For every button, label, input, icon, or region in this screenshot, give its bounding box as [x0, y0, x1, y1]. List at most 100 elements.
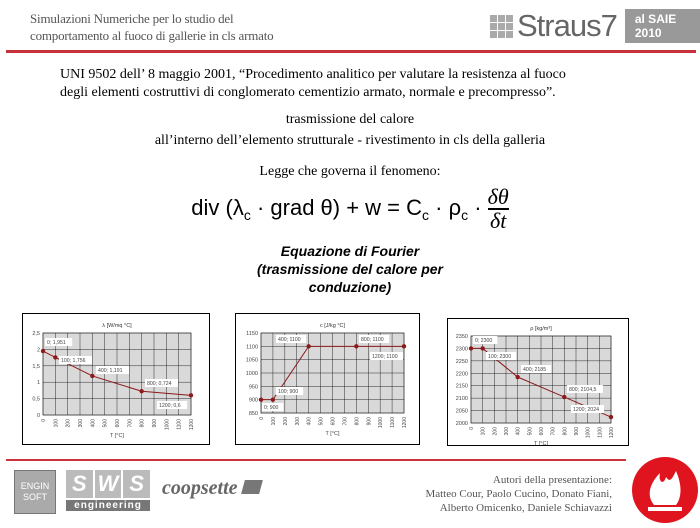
y-tick-label: 2100 — [456, 396, 468, 402]
x-tick-label: 200 — [66, 419, 72, 428]
x-tick-label: 400 — [516, 427, 522, 436]
data-label: 400; 1100 — [278, 337, 301, 343]
derivative-fraction: δθ δt — [487, 186, 509, 233]
authors-line: Autori della presentazione: — [492, 474, 612, 486]
data-label: 1200; 0,6 — [159, 403, 181, 409]
logo-letter: W — [94, 470, 122, 498]
y-tick-label: 1 — [37, 380, 40, 386]
logo-text: coopsette — [162, 477, 238, 499]
x-tick-label: 500 — [319, 417, 325, 426]
fire-logo — [632, 457, 698, 523]
data-point — [608, 414, 614, 420]
title-line: comportamento al fuoco di gallerie in cl… — [30, 28, 274, 43]
formula-part: · — [468, 194, 488, 220]
data-label-bg — [567, 385, 603, 393]
paragraph-line: degli elementi costruttivi di conglomera… — [60, 85, 556, 100]
data-label: 400; 1,191 — [98, 368, 123, 374]
formula-sub: c — [243, 207, 251, 224]
x-tick-label: 0 — [259, 417, 265, 420]
data-label-bg — [359, 335, 390, 343]
x-tick-label: 700 — [551, 427, 557, 436]
x-tick-label: 0 — [41, 419, 47, 422]
x-tick-label: 200 — [283, 417, 289, 426]
fourier-formula: div (λc · grad θ) + w = Cc · ρc · δθ δt — [0, 186, 700, 232]
logo-text: ENGIN SOFT — [20, 481, 50, 502]
x-axis-label: T [°C] — [110, 433, 124, 439]
y-tick-label: 950 — [249, 384, 258, 390]
footer-divider — [6, 459, 626, 461]
presentation-title: Simulazioni Numeriche per lo studio del … — [30, 10, 274, 44]
formula-part: · ρ — [429, 194, 462, 220]
data-point — [354, 344, 359, 349]
intro-paragraph: UNI 9502 dell’ 8 maggio 2001, “Procedime… — [60, 66, 660, 102]
y-tick-label: 2000 — [456, 421, 468, 427]
chart-title: ρ [kg/m³] — [530, 326, 552, 332]
fraction-denominator: δt — [490, 208, 507, 233]
data-point — [480, 346, 485, 351]
subtitle: all’interno dell’elemento strutturale - … — [154, 133, 546, 148]
y-tick-label: 1,5 — [32, 364, 40, 370]
x-tick-label: 0 — [469, 427, 475, 430]
x-tick-label: 200 — [492, 427, 498, 436]
data-label: 800; 2104,5 — [569, 387, 597, 393]
x-tick-label: 900 — [574, 427, 580, 436]
y-tick-label: 2300 — [456, 346, 468, 352]
x-tick-label: 300 — [504, 427, 510, 436]
x-tick-label: 1100 — [177, 419, 183, 430]
x-tick-label: 100 — [53, 419, 59, 428]
data-label: 400; 2185 — [523, 367, 546, 373]
logo-letter: S — [66, 470, 93, 498]
data-label-bg — [157, 401, 188, 409]
chart-title: λ [W/mq °C] — [102, 323, 132, 329]
x-tick-label: 1100 — [597, 427, 603, 438]
data-label: 800; 0,724 — [147, 381, 172, 387]
x-tick-label: 400 — [90, 419, 96, 428]
x-tick-label: 1200 — [189, 419, 195, 430]
data-label: 0; 2300 — [475, 338, 492, 344]
data-point — [468, 346, 474, 351]
authors: Autori della presentazione: Matteo Cour,… — [425, 473, 612, 515]
data-label: 1200; 1100 — [372, 354, 398, 360]
caption-line: (trasmissione del calore per — [257, 261, 443, 277]
coopsette-mark-icon — [240, 480, 263, 494]
data-point — [139, 389, 144, 394]
data-point — [90, 373, 95, 379]
y-tick-label: 2200 — [456, 371, 468, 377]
y-tick-label: 1100 — [246, 344, 258, 350]
title-line: Simulazioni Numeriche per lo studio del — [30, 11, 234, 26]
formula-sub: c — [422, 207, 430, 224]
chart-conductivity: λ [W/mq °C] 0 100 200 300 400 500 600 700 800 900 1… — [22, 313, 210, 445]
x-tick-label: 500 — [103, 419, 109, 428]
x-axis-label: T [°C] — [534, 441, 548, 445]
data-label-bg — [473, 336, 498, 344]
data-label: 100; 900 — [278, 389, 298, 395]
x-tick-label: 500 — [527, 427, 533, 436]
y-tick-label: 2250 — [456, 359, 468, 365]
x-tick-label: 1200 — [609, 427, 615, 438]
x-tick-label: 600 — [539, 427, 545, 436]
chart-density: ρ [kg/m³] 0 100 200 300 400 500 600 700 800 900 100… — [447, 318, 629, 447]
x-tick-label: 800 — [354, 417, 360, 426]
formula-sub: c — [461, 207, 469, 224]
x-tick-label: 600 — [331, 417, 337, 426]
y-tick-label: 2350 — [456, 334, 468, 340]
data-point — [306, 344, 311, 349]
data-label-bg — [571, 405, 604, 413]
formula-part: div (λ — [191, 194, 244, 220]
x-tick-label: 1200 — [402, 417, 408, 428]
formula-caption: Equazione di Fourier (trasmissione del c… — [0, 242, 700, 296]
caption-line: conduzione) — [308, 279, 392, 295]
x-tick-label: 900 — [366, 417, 372, 426]
chart-specific-heat: c [J/kg °C] 0 100 200 300 400 500 600 700 800 900 1… — [235, 313, 420, 445]
x-tick-label: 100 — [271, 417, 277, 426]
x-tick-label: 300 — [295, 417, 301, 426]
data-point — [401, 344, 407, 349]
x-tick-label: 400 — [307, 417, 313, 426]
paragraph-line: UNI 9502 dell’ 8 maggio 2001, “Procedime… — [60, 67, 566, 82]
y-tick-label: 850 — [249, 411, 258, 417]
y-tick-label: 0 — [37, 413, 40, 419]
y-tick-label: 900 — [249, 398, 258, 404]
x-tick-label: 700 — [127, 419, 133, 428]
x-tick-label: 1000 — [378, 417, 384, 428]
logo-squares-icon — [490, 14, 513, 38]
